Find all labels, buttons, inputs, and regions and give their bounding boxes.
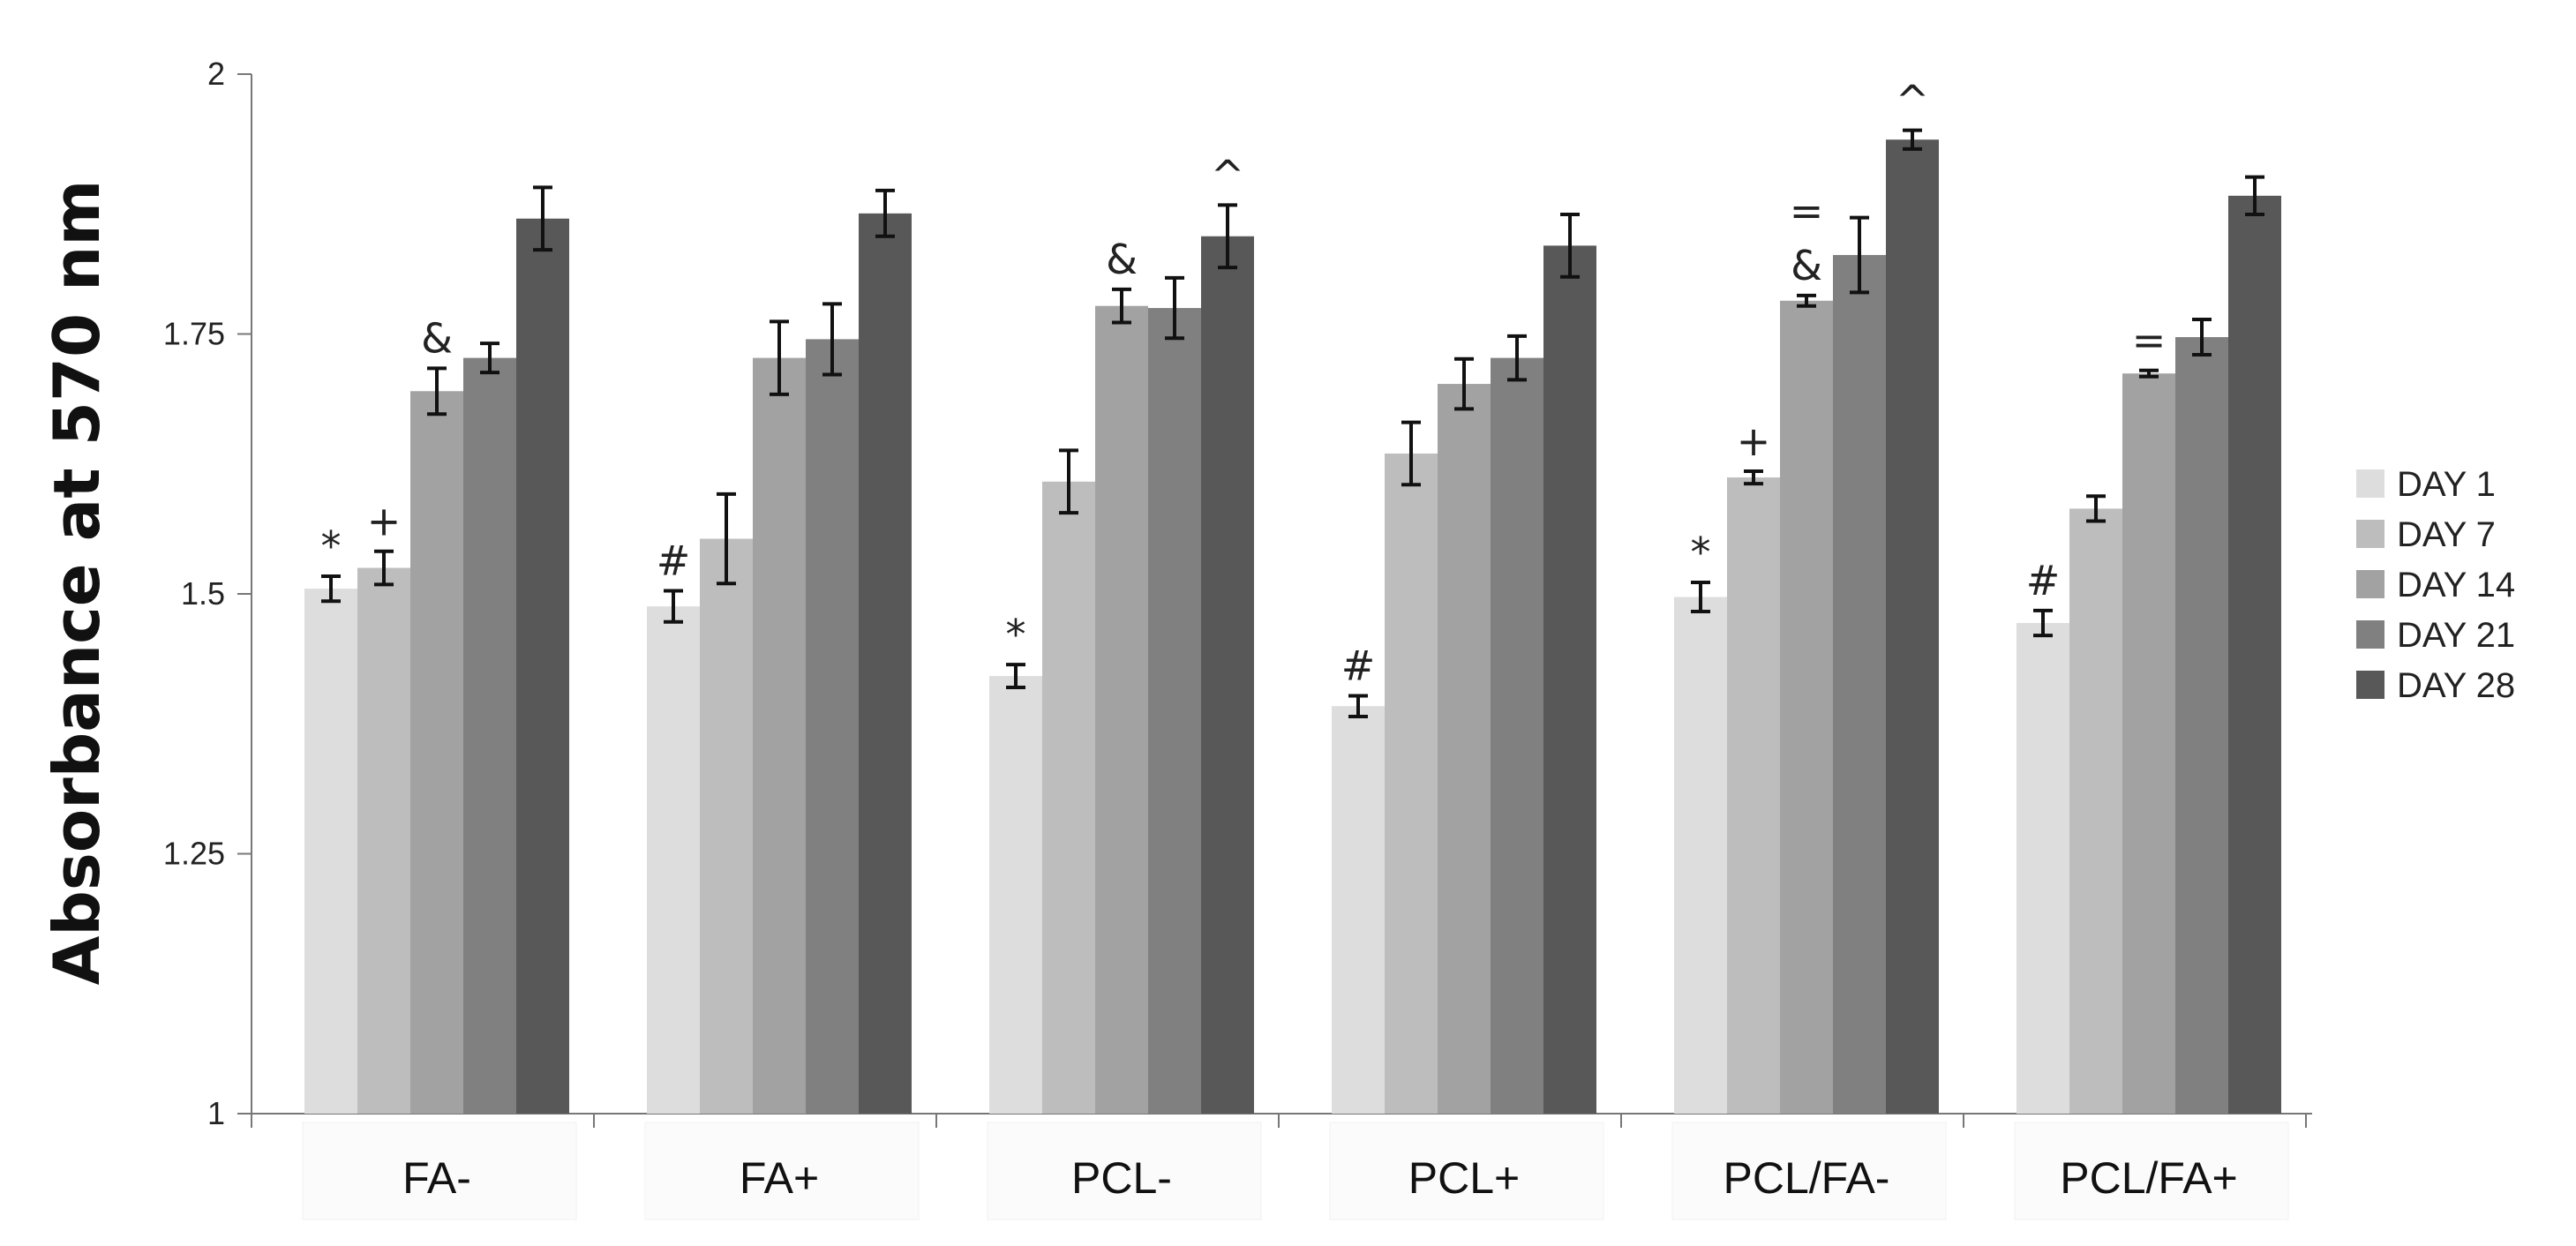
bar [1438,384,1491,1114]
y-tick-label: 2 [207,56,225,92]
bar [647,606,700,1114]
category-label: PCL/FA+ [2060,1153,2238,1203]
significance-marker: ^ [1211,151,1245,199]
bar [1543,245,1596,1114]
bar [753,357,806,1114]
bar [1780,300,1833,1115]
y-tick-label: 1.75 [163,316,225,352]
category-label-box [987,1122,1262,1220]
bar [304,589,357,1114]
bar [1727,477,1780,1114]
bar [410,391,463,1114]
bar [806,339,859,1114]
legend-swatch [2356,671,2384,699]
significance-marker: & [1791,242,1822,289]
category-label: PCL/FA- [1724,1153,1890,1203]
category-label: PCL- [1071,1153,1172,1203]
category-label-box [302,1122,577,1220]
bar [859,213,912,1115]
bar [2228,195,2281,1114]
significance-marker: + [367,498,402,545]
category-label: FA- [402,1153,471,1203]
bar [1095,305,1148,1115]
bar [700,538,753,1114]
legend-swatch [2356,469,2384,498]
bar [1042,481,1095,1114]
bar [516,218,569,1114]
legend-swatch [2356,520,2384,548]
category-label-box [2014,1122,2289,1220]
y-axis-title-group: Absorbance at 570 nm [40,180,114,986]
significance-marker: ^ [1896,77,1930,124]
bar [2175,337,2228,1114]
category-label: PCL+ [1408,1153,1520,1203]
legend-label: DAY 28 [2397,666,2515,705]
category-label-box [1671,1122,1947,1220]
bar [1674,597,1727,1114]
bar [1385,453,1438,1114]
legend-label: DAY 7 [2397,515,2496,554]
significance-marker: # [657,537,691,584]
bar [1201,236,1254,1114]
bar [1833,254,1886,1114]
significance-marker: & [1106,236,1138,283]
significance-marker: = [1790,187,1824,235]
y-tick-label: 1 [207,1095,225,1131]
legend-swatch [2356,620,2384,649]
bar [2016,622,2069,1114]
plot-area: 1 1.25 1.5 1.75 2 FA- FA+ PCL- PCL+ PCL/FA- PCL/FA… [163,56,2312,1220]
bar [1332,706,1385,1114]
bar [1148,308,1201,1114]
category-label-box [644,1122,920,1220]
bar [1491,357,1543,1114]
y-tick-label: 1.5 [181,575,225,612]
significance-marker: * [1691,529,1711,576]
y-axis-title: Absorbance at 570 nm [40,180,114,986]
bar [2122,373,2175,1114]
bar [2069,508,2122,1114]
significance-marker: * [321,522,342,570]
legend-label: DAY 14 [2397,566,2515,604]
y-tick-label: 1.25 [163,836,225,872]
significance-marker: # [2026,557,2061,604]
significance-marker: & [421,314,453,362]
significance-marker: = [2132,317,2167,364]
bar [1886,139,1939,1115]
significance-marker: # [1341,642,1376,689]
legend: DAY 1 DAY 7 DAY 14 DAY 21 DAY 28 [2356,465,2515,705]
category-label-box [1329,1122,1604,1220]
legend-label: DAY 21 [2397,616,2515,655]
significance-marker: + [1737,417,1771,465]
category-label: FA+ [740,1153,819,1203]
bar [357,567,410,1114]
bar [463,357,516,1114]
significance-marker: * [1006,611,1026,658]
legend-swatch [2356,570,2384,598]
legend-label: DAY 1 [2397,465,2496,504]
bar [989,676,1042,1114]
